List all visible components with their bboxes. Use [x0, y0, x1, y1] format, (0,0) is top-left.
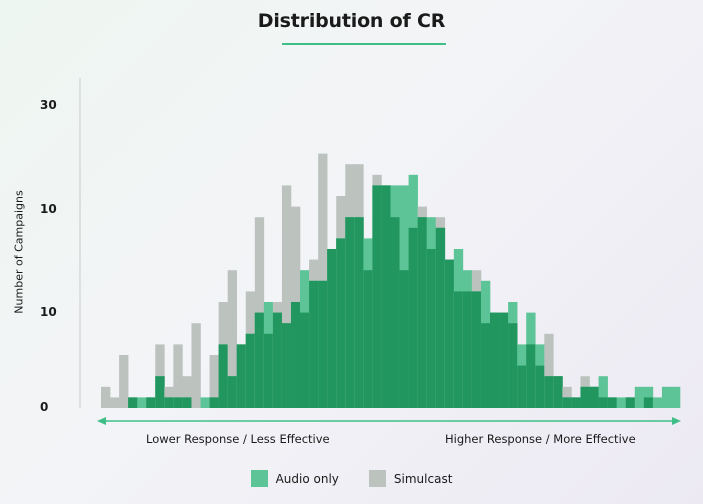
bar-overlap [272, 312, 283, 408]
legend-label: Simulcast [393, 471, 453, 486]
bars-group [101, 153, 681, 408]
bar-audio-only [652, 397, 663, 408]
bar-overlap [327, 249, 337, 408]
bar-audio-only [634, 386, 645, 408]
bar-overlap [227, 376, 238, 408]
bar-simulcast [209, 355, 219, 408]
legend-item-audio-only[interactable]: Audio only [250, 470, 339, 487]
bar-simulcast [173, 344, 183, 408]
bar-overlap [589, 386, 599, 408]
bar-overlap [571, 397, 581, 408]
bar-simulcast [182, 376, 192, 408]
bar-overlap [580, 386, 590, 408]
bar-overlap [363, 270, 373, 408]
arrow-right-icon [672, 417, 681, 425]
chart-title: Distribution of CR [257, 10, 446, 32]
bar-overlap [517, 365, 527, 408]
bar-overlap [508, 323, 518, 408]
bar-overlap [480, 323, 491, 408]
bar-overlap [562, 397, 572, 408]
legend-swatch [368, 470, 386, 487]
bar-overlap [499, 312, 509, 408]
legend-label: Audio only [275, 471, 339, 486]
x-caption-left: Lower Response / Less Effective [146, 432, 330, 446]
bar-overlap [607, 397, 617, 408]
bar-audio-only [661, 386, 672, 408]
bar-overlap [462, 291, 473, 408]
bar-overlap [236, 344, 247, 408]
bar-audio-only [137, 397, 147, 408]
bar-overlap [245, 333, 256, 408]
bar-overlap [354, 217, 364, 408]
bar-overlap [155, 376, 165, 408]
bar-overlap [372, 185, 382, 408]
bar-simulcast [119, 355, 129, 408]
bar-simulcast [227, 270, 238, 408]
bar-overlap [444, 259, 455, 408]
bar-overlap [173, 397, 183, 408]
bar-overlap [553, 376, 563, 408]
bar-overlap [526, 344, 536, 408]
y-tick-label: 10 [40, 202, 57, 216]
bar-overlap [381, 185, 391, 408]
bar-audio-only [200, 397, 210, 408]
arrow-left-icon [97, 417, 106, 425]
bar-audio-only [598, 376, 608, 408]
title-underline [282, 43, 446, 45]
bar-simulcast [544, 333, 554, 408]
x-caption-right: Higher Response / More Effective [445, 432, 636, 446]
bar-overlap [544, 376, 554, 408]
y-tick-label: 10 [40, 305, 57, 319]
y-tick-label: 30 [40, 98, 57, 112]
bar-overlap [254, 312, 265, 408]
bar-overlap [336, 238, 346, 408]
bar-audio-only [616, 397, 627, 408]
bar-overlap [146, 397, 156, 408]
bar-overlap [471, 291, 482, 408]
bar-overlap [209, 397, 219, 408]
bar-overlap [218, 344, 228, 408]
bar-overlap [598, 397, 608, 408]
bar-overlap [643, 397, 654, 408]
bar-overlap [408, 227, 418, 408]
y-tick-label: 0 [40, 400, 49, 414]
bar-overlap [128, 397, 138, 408]
bar-overlap [309, 280, 319, 408]
bar-overlap [345, 217, 355, 408]
bar-overlap [426, 249, 437, 408]
bar-simulcast [281, 185, 292, 408]
bar-overlap [625, 397, 636, 408]
bar-overlap [263, 333, 274, 408]
bar-simulcast [110, 397, 120, 408]
bar-overlap [399, 270, 409, 408]
legend-swatch [250, 470, 268, 487]
legend: Audio only Simulcast [0, 470, 703, 487]
bar-overlap [281, 323, 292, 408]
bar-overlap [435, 227, 446, 408]
bar-overlap [417, 217, 427, 408]
legend-item-simulcast[interactable]: Simulcast [368, 470, 453, 487]
bar-overlap [300, 312, 310, 408]
bar-overlap [490, 312, 500, 408]
bar-simulcast [101, 386, 111, 408]
bar-audio-only [670, 386, 681, 408]
bar-overlap [390, 217, 400, 408]
bar-simulcast [191, 323, 201, 408]
bar-overlap [164, 397, 174, 408]
x-axis-arrow [97, 417, 681, 425]
bar-overlap [290, 302, 301, 408]
bar-overlap [318, 280, 328, 408]
bar-overlap [453, 291, 464, 408]
bar-overlap [182, 397, 192, 408]
bar-overlap [535, 365, 545, 408]
